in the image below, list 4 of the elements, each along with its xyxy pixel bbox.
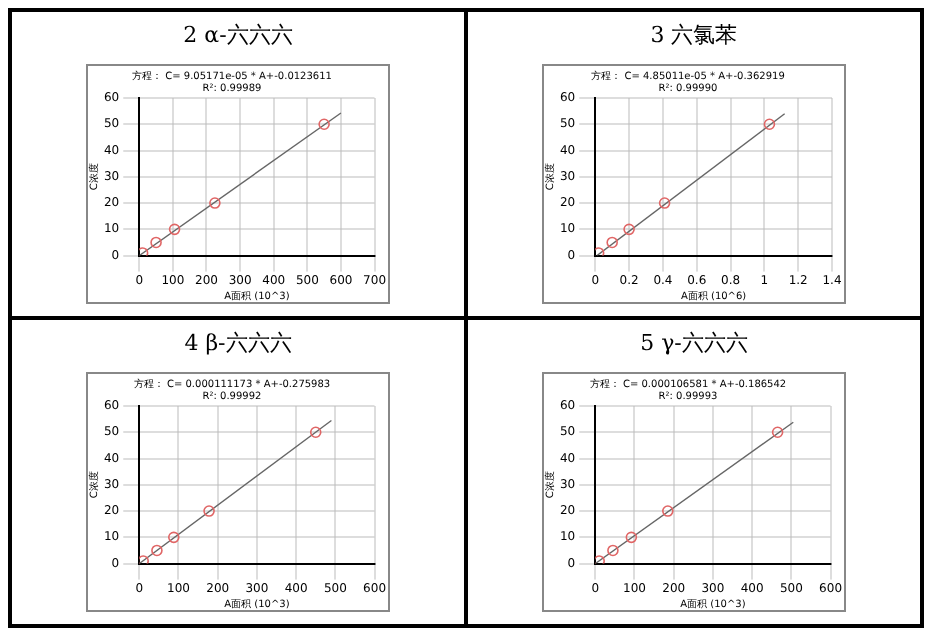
chart-title: 3 六氯苯 <box>650 20 738 52</box>
chart-title: 5 γ-六六六 <box>640 328 748 360</box>
chart-title: 4 β-六六六 <box>184 328 292 360</box>
chart-title: 2 α-六六六 <box>183 20 293 52</box>
